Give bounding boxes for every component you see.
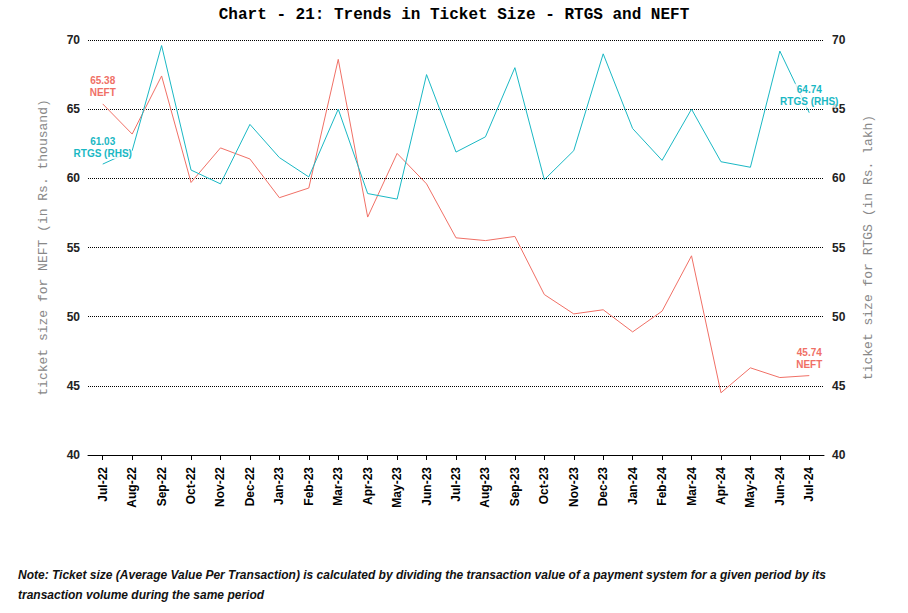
svg-text:65: 65	[67, 102, 81, 116]
svg-text:Mar-23: Mar-23	[331, 467, 345, 506]
svg-text:Feb-24: Feb-24	[655, 467, 669, 506]
svg-text:Jan-24: Jan-24	[626, 467, 640, 505]
svg-text:RTGS (RHS): RTGS (RHS)	[74, 148, 132, 159]
svg-text:Jan-23: Jan-23	[272, 467, 286, 505]
svg-text:64.74: 64.74	[797, 84, 822, 95]
svg-text:Jul-22: Jul-22	[96, 467, 110, 502]
svg-text:Aug-23: Aug-23	[478, 467, 492, 508]
svg-text:45.74: 45.74	[797, 347, 822, 358]
svg-text:Nov-23: Nov-23	[567, 467, 581, 507]
svg-text:Oct-23: Oct-23	[537, 467, 551, 505]
svg-text:Nov-22: Nov-22	[213, 467, 227, 507]
svg-text:Oct-22: Oct-22	[184, 467, 198, 505]
svg-text:Jun-23: Jun-23	[420, 467, 434, 506]
svg-text:Sep-22: Sep-22	[155, 467, 169, 507]
svg-text:May-23: May-23	[390, 467, 404, 508]
svg-text:RTGS (RHS): RTGS (RHS)	[780, 96, 838, 107]
svg-text:65: 65	[832, 102, 846, 117]
svg-text:40: 40	[832, 448, 846, 462]
svg-text:Dec-22: Dec-22	[243, 467, 257, 507]
svg-text:Jul-23: Jul-23	[449, 467, 463, 502]
svg-text:Note: Ticket size (Average Val: Note: Ticket size (Average Value Per Tra…	[18, 568, 829, 582]
svg-text:Apr-23: Apr-23	[361, 467, 375, 505]
svg-text:65.38: 65.38	[90, 75, 115, 86]
svg-text:Dec-23: Dec-23	[596, 467, 610, 507]
svg-text:Jun-24: Jun-24	[773, 467, 787, 506]
svg-text:Mar-24: Mar-24	[685, 467, 699, 506]
svg-text:60: 60	[67, 171, 81, 185]
svg-text:transaction volume during the: transaction volume during the same perio…	[18, 588, 265, 602]
svg-text:Apr-24: Apr-24	[714, 467, 728, 505]
svg-text:NEFT: NEFT	[796, 359, 822, 370]
svg-text:Chart - 21: Trends in Ticket S: Chart - 21: Trends in Ticket Size - RTGS…	[219, 6, 690, 24]
svg-text:50: 50	[67, 310, 81, 324]
svg-text:60: 60	[832, 171, 846, 185]
svg-text:Sep-23: Sep-23	[508, 467, 522, 507]
svg-text:61.03: 61.03	[90, 136, 115, 147]
svg-text:40: 40	[67, 448, 81, 462]
svg-text:Aug-22: Aug-22	[125, 467, 139, 508]
svg-text:55: 55	[832, 241, 846, 255]
svg-text:ticket size for RTGS (in Rs. l: ticket size for RTGS (in Rs. lakh)	[861, 115, 876, 380]
svg-text:55: 55	[67, 241, 81, 255]
svg-text:Jul-24: Jul-24	[802, 467, 816, 502]
svg-text:70: 70	[67, 33, 81, 47]
svg-text:70: 70	[832, 33, 846, 47]
svg-text:May-24: May-24	[743, 467, 757, 508]
svg-text:Feb-23: Feb-23	[302, 467, 316, 506]
svg-text:50: 50	[832, 310, 846, 324]
svg-text:45: 45	[832, 379, 846, 393]
svg-text:ticket size for NEFT (in Rs. t: ticket size for NEFT (in Rs. thousand)	[36, 99, 51, 395]
svg-text:45: 45	[67, 379, 81, 393]
svg-text:NEFT: NEFT	[90, 87, 116, 98]
